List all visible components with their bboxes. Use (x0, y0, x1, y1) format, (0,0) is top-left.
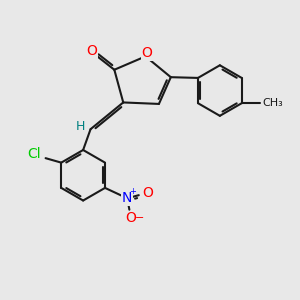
Text: O: O (142, 46, 152, 60)
Text: CH₃: CH₃ (262, 98, 283, 108)
Text: N: N (122, 191, 133, 205)
Text: Cl: Cl (28, 147, 41, 161)
Text: +: + (129, 187, 136, 196)
Text: −: − (135, 213, 145, 223)
Text: O: O (143, 186, 154, 200)
Text: O: O (87, 44, 98, 58)
Text: H: H (76, 120, 85, 133)
Text: O: O (125, 211, 136, 225)
